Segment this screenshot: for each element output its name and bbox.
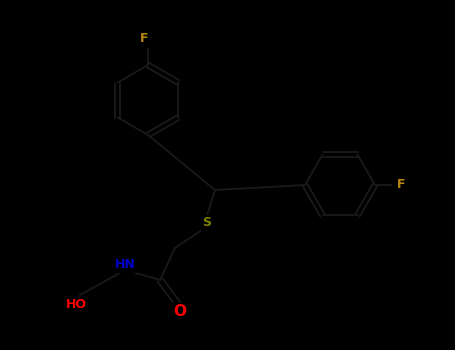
- Text: F: F: [140, 33, 148, 46]
- Text: O: O: [173, 304, 187, 320]
- Text: HO: HO: [66, 298, 86, 310]
- Text: HN: HN: [115, 259, 136, 272]
- Text: S: S: [202, 217, 212, 230]
- Text: F: F: [397, 178, 405, 191]
